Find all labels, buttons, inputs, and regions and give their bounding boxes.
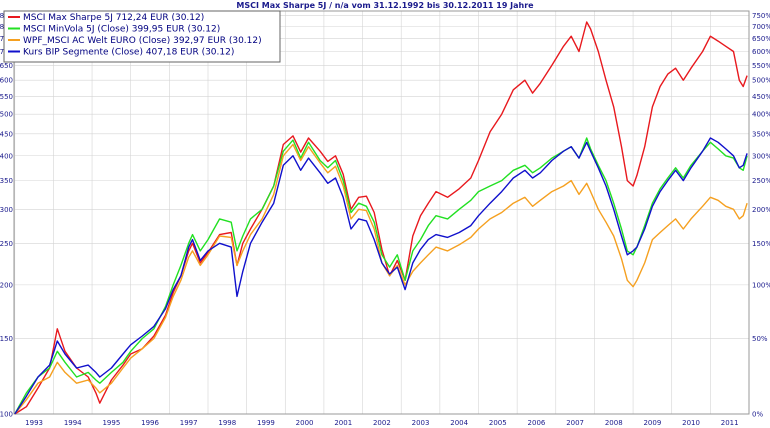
y-right-tick-label: 350% [752,130,770,138]
chart-title: MSCI Max Sharpe 5J / n/a vom 31.12.1992 … [236,1,534,10]
x-tick-label: 1994 [64,419,82,427]
x-tick-label: 2008 [605,419,623,427]
y-right-tick-label: 150% [752,240,770,248]
y-right-tick-label: 500% [752,77,770,85]
x-tick-label: 2000 [296,419,314,427]
y-left-tick-label: 450 [0,130,13,138]
legend: MSCI Max Sharpe 5J 712,24 EUR (30.12) MSC… [3,10,281,63]
y-left-tick-label: 400 [0,152,13,160]
legend-label: MSCI MinVola 5J (Close) 399,95 EUR (30.1… [23,25,220,35]
x-tick-label: 2005 [489,419,507,427]
y-left-tick-label: 650 [0,62,13,70]
x-tick-label: 1999 [257,419,275,427]
y-right-tick-label: 550% [752,62,770,70]
y-left-tick-label: 250 [0,240,13,248]
y-left-tick-label: 200 [0,281,13,289]
legend-label: MSCI Max Sharpe 5J 712,24 EUR (30.12) [23,13,204,23]
y-left-tick-label: 100 [0,411,13,419]
y-right-tick-label: 450% [752,93,770,101]
x-axis: 1993 1994 1995 1996 1997 1998 1999 2000 2001 2002… [25,419,738,427]
legend-label: Kurs BIP Segmente (Close) 407,18 EUR (30… [23,48,234,58]
series-lines [14,21,748,415]
y-left-tick-label: 600 [0,77,13,85]
y-left-tick-label: 300 [0,206,13,214]
grid-lines [14,11,749,415]
y-right-tick-label: 750% [752,12,770,20]
y-right-tick-label: 0% [752,411,763,419]
x-tick-label: 1996 [141,419,159,427]
y-right-tick-label: 250% [752,177,770,185]
y-right-tick-label: 50% [752,335,768,343]
x-tick-label: 2001 [334,419,352,427]
legend-box [3,10,281,63]
y-right-tick-label: 600% [752,48,770,56]
x-tick-label: 2007 [566,419,584,427]
plot-area-border [13,10,750,415]
x-tick-label: 2011 [721,419,739,427]
legend-label: WPF_MSCI AC Welt EURO (Close) 392,97 EUR… [23,36,262,46]
y-left-tick-label: 500 [0,111,13,119]
x-tick-label: 1997 [180,419,198,427]
y-left-tick-label: 550 [0,93,13,101]
x-tick-label: 2004 [450,419,468,427]
x-tick-label: 2003 [412,419,430,427]
x-tick-label: 2010 [682,419,700,427]
x-tick-label: 1993 [25,419,43,427]
y-right-tick-label: 200% [752,206,770,214]
x-tick-label: 2006 [528,419,546,427]
series-line-4 [14,137,748,415]
x-tick-label: 2002 [373,419,391,427]
y-right-tick-label: 650% [752,35,770,43]
x-tick-label: 1995 [102,419,120,427]
y-right-tick-label: 300% [752,152,770,160]
y-right-tick-label: 700% [752,23,770,31]
series-line-3 [14,143,748,415]
x-tick-label: 2009 [643,419,661,427]
right-y-axis: 0% 50% 100% 150% 200% 250% 300% 350% 400% 450% 500… [752,12,770,419]
y-left-tick-label: 350 [0,177,13,185]
x-tick-label: 1998 [218,419,236,427]
y-right-tick-label: 400% [752,111,770,119]
series-line-1 [14,21,748,415]
y-right-tick-label: 100% [752,281,770,289]
y-left-tick-label: 150 [0,335,13,343]
